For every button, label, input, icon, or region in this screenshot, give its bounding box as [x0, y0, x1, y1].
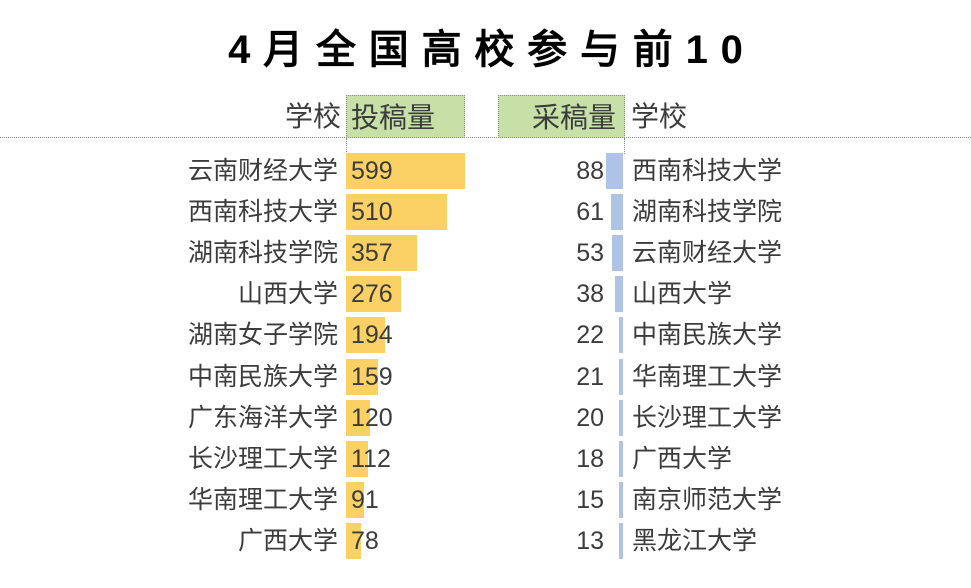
- school-name: 山西大学: [632, 280, 733, 309]
- right-column-border-stub: [624, 138, 625, 154]
- submission-value: 120: [351, 403, 393, 432]
- right-school-column-header: 学校: [631, 101, 688, 132]
- acceptance-value: 53: [576, 239, 604, 268]
- acceptance-data-bar: [611, 194, 623, 231]
- acceptance-data-bar: [619, 522, 623, 559]
- acceptance-value: 20: [576, 403, 604, 432]
- school-name: 山西大学: [237, 280, 338, 309]
- acceptance-value: 38: [576, 280, 604, 309]
- submission-data-bar: [346, 481, 364, 518]
- submission-value: 91: [351, 485, 379, 514]
- acceptance-data-bar: [619, 358, 623, 395]
- submission-data-bar: [346, 276, 401, 313]
- submission-value: 78: [351, 526, 379, 555]
- school-name: 西南科技大学: [187, 198, 338, 227]
- acceptance-data-bar: [615, 276, 623, 313]
- left-school-column-header: 学校: [284, 101, 341, 132]
- chart-title: 4月全国高校参与前10: [228, 28, 756, 72]
- submission-value: 112: [351, 444, 391, 473]
- submission-value: 194: [351, 321, 393, 350]
- school-name: 云南财经大学: [187, 157, 338, 185]
- acceptance-value: 88: [576, 157, 604, 185]
- school-name: 云南财经大学: [632, 239, 783, 268]
- school-name: 华南理工大学: [187, 485, 338, 514]
- acceptance-data-bar: [606, 153, 623, 189]
- school-name: 西南科技大学: [632, 157, 783, 185]
- submission-data-bar: [346, 317, 385, 354]
- submission-value: 599: [351, 157, 393, 185]
- submission-value: 510: [351, 198, 393, 227]
- header-divider-line: [0, 137, 971, 138]
- submission-data-bar: [346, 194, 447, 231]
- school-name: 湖南科技学院: [632, 198, 783, 227]
- school-name: 广西大学: [632, 444, 733, 473]
- school-name: 长沙理工大学: [632, 403, 783, 432]
- acceptance-count-header: 采稿量: [498, 95, 625, 138]
- submission-data-bar: [346, 358, 378, 395]
- acceptance-data-bar: [619, 481, 623, 518]
- school-name: 南京师范大学: [632, 485, 783, 514]
- acceptance-value: 22: [576, 321, 604, 350]
- school-name: 黑龙江大学: [632, 526, 758, 555]
- school-name: 中南民族大学: [187, 362, 338, 391]
- submission-data-bar: [346, 153, 465, 189]
- acceptance-value: 18: [576, 444, 604, 473]
- submission-data-bar: [346, 235, 417, 272]
- submission-data-bar: [346, 522, 361, 559]
- acceptance-data-bar: [619, 399, 623, 436]
- acceptance-data-bar: [612, 235, 623, 272]
- acceptance-data-bar: [619, 440, 623, 477]
- acceptance-value: 21: [576, 362, 604, 391]
- submission-value: 159: [351, 362, 393, 391]
- submission-value: 276: [351, 280, 393, 309]
- left-column-border-stub: [346, 138, 347, 154]
- submission-data-bar: [346, 440, 368, 477]
- submission-value: 357: [351, 239, 393, 268]
- school-name: 长沙理工大学: [187, 444, 338, 473]
- acceptance-value: 61: [576, 198, 604, 227]
- school-name: 湖南女子学院: [187, 321, 338, 350]
- submission-count-header: 投稿量: [346, 95, 465, 138]
- acceptance-value: 15: [576, 485, 604, 514]
- school-name: 广东海洋大学: [187, 403, 338, 432]
- acceptance-data-bar: [619, 317, 623, 354]
- school-name: 湖南科技学院: [187, 239, 338, 268]
- school-name: 中南民族大学: [632, 321, 783, 350]
- school-name: 华南理工大学: [632, 362, 783, 391]
- submission-data-bar: [346, 399, 370, 436]
- school-name: 广西大学: [237, 526, 338, 555]
- acceptance-value: 13: [576, 526, 604, 555]
